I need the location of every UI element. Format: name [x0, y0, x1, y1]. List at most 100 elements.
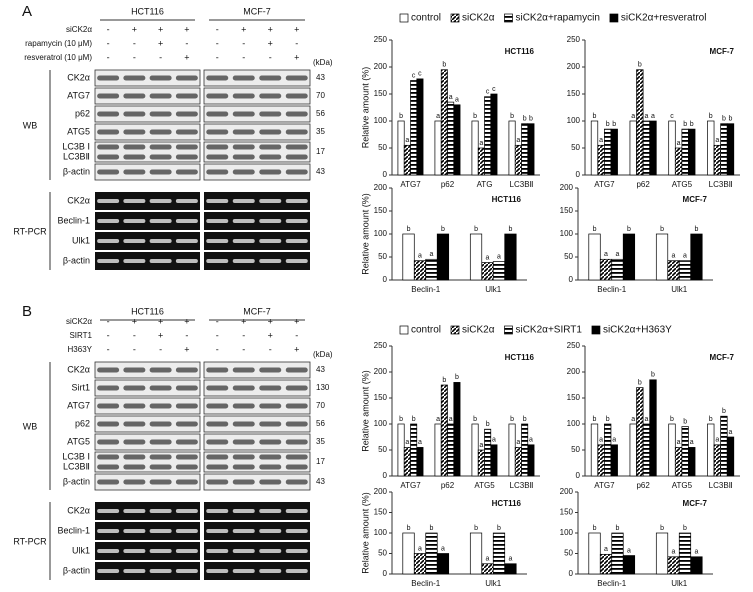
bar — [514, 447, 522, 477]
treatment-sign: + — [158, 38, 163, 48]
bar — [490, 444, 498, 477]
bar — [678, 260, 692, 281]
bar — [440, 69, 448, 176]
gel-band — [97, 569, 120, 573]
x-tick-label: LC3BⅡ — [709, 481, 733, 490]
significance-letter: a — [604, 546, 608, 553]
wb-band — [232, 75, 255, 81]
gel-lane — [95, 542, 200, 560]
y-tick-label: 50 — [571, 143, 580, 152]
x-tick-label: p62 — [636, 481, 650, 490]
bar — [508, 120, 516, 176]
bar — [597, 444, 605, 477]
bar — [397, 423, 405, 477]
bar — [720, 123, 728, 176]
treatment-sign: + — [268, 330, 273, 340]
significance-letter: a — [715, 437, 719, 444]
treatment-sign: - — [216, 52, 219, 62]
gel-band — [149, 259, 172, 263]
significance-letter: b — [430, 525, 434, 532]
wb-band — [206, 93, 229, 99]
y-tick-label: 250 — [567, 341, 581, 350]
significance-letter: a — [604, 251, 608, 258]
wb-blot — [94, 397, 201, 415]
gel-band — [232, 239, 255, 243]
wb-band — [259, 144, 282, 150]
gel-band — [259, 549, 282, 553]
significance-letter: b — [606, 416, 610, 423]
y-tick-label: 100 — [374, 116, 388, 125]
y-tick-label: 150 — [374, 206, 388, 215]
gel-lane — [95, 192, 200, 210]
wb-blot — [203, 141, 311, 163]
bar — [481, 563, 494, 575]
significance-letter: b — [442, 62, 446, 69]
wb-band — [259, 454, 282, 460]
bar — [527, 123, 535, 176]
wb-band — [149, 129, 172, 135]
bar — [588, 532, 601, 575]
wb-band — [149, 439, 172, 445]
bar — [707, 120, 715, 176]
bar — [604, 128, 612, 176]
wb-band — [149, 154, 172, 160]
y-tick-label: 150 — [560, 508, 574, 517]
significance-letter: c — [412, 72, 416, 79]
gel-lane — [204, 212, 310, 230]
gel-band — [149, 219, 172, 223]
wb-band — [259, 75, 282, 81]
gel-band — [123, 549, 146, 553]
significance-letter: a — [651, 113, 655, 120]
wb-band — [123, 75, 146, 81]
kda-value: 43 — [316, 365, 325, 374]
y-tick-label: 50 — [378, 143, 387, 152]
treatment-sign: - — [216, 316, 219, 326]
wb-band — [259, 439, 282, 445]
y-tick-label: 250 — [374, 35, 388, 44]
kda-unit: (kDa) — [313, 350, 333, 359]
bar — [416, 447, 424, 477]
gel-band — [149, 509, 172, 513]
wb-band — [97, 111, 120, 117]
y-tick-label: 0 — [576, 471, 581, 480]
wb-band — [259, 129, 282, 135]
significance-letter: b — [593, 416, 597, 423]
wb-blot — [203, 361, 311, 379]
cell-line-label: HCT116 — [131, 6, 164, 16]
gel-band — [232, 219, 255, 223]
chart-title: HCT116 — [492, 499, 522, 508]
bar — [471, 423, 479, 477]
legend-swatch — [591, 325, 601, 335]
wb-band — [97, 464, 120, 470]
gel-band — [97, 219, 120, 223]
wb-band — [175, 144, 198, 150]
x-tick-label: Ulk1 — [671, 579, 688, 588]
treatment-sign: + — [241, 24, 246, 34]
significance-letter: a — [436, 416, 440, 423]
bar — [425, 258, 438, 281]
wb-band — [149, 454, 172, 460]
bar — [674, 147, 683, 176]
bar — [434, 423, 442, 477]
wb-band — [285, 154, 308, 160]
wb-band — [97, 154, 120, 160]
wb-band — [97, 129, 120, 135]
wb-blot — [94, 433, 201, 451]
y-tick-label: 100 — [374, 229, 388, 238]
bar — [655, 532, 669, 575]
significance-letter: c — [418, 71, 422, 78]
bar — [477, 449, 485, 477]
significance-letter: b — [593, 113, 597, 120]
wb-band — [259, 169, 282, 175]
bar — [481, 262, 494, 281]
significance-letter: b — [616, 525, 620, 532]
treatment-sign: - — [107, 316, 110, 326]
kda-value: 130 — [316, 383, 330, 392]
y-axis-label: Relative amount (%) — [360, 492, 370, 574]
bar — [490, 93, 498, 176]
gel-band — [259, 259, 282, 263]
significance-letter: b — [474, 525, 478, 532]
wb-band — [123, 169, 146, 175]
y-tick-label: 150 — [374, 508, 388, 517]
wb-band — [206, 111, 229, 117]
